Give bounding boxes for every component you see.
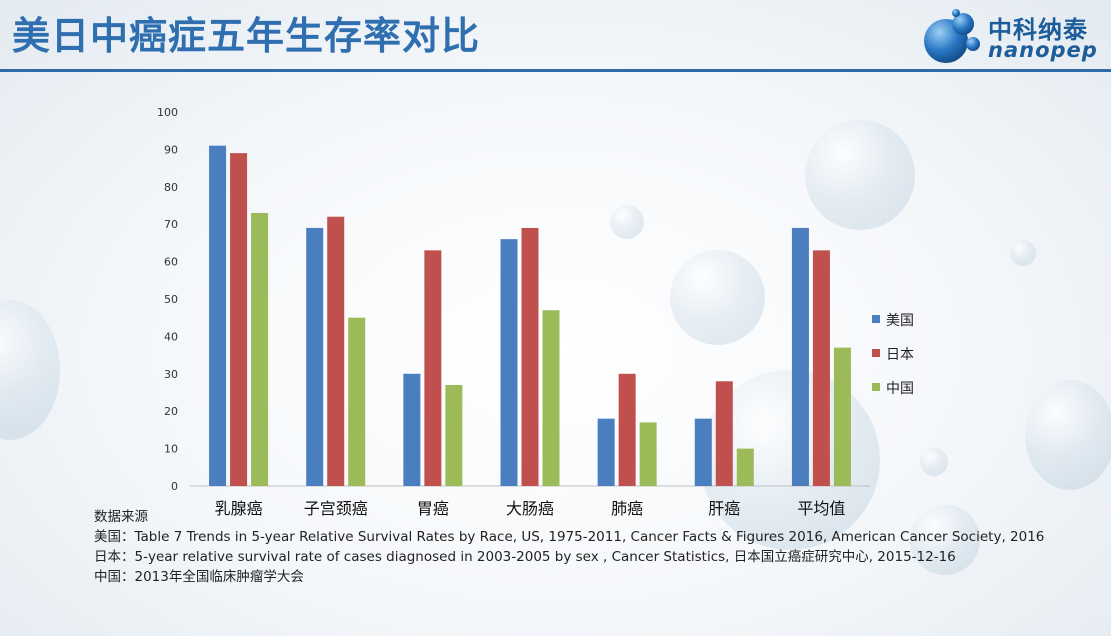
bar [791,227,809,486]
x-tick-label: 肺癌 [611,499,643,518]
background-bubble [1010,240,1036,266]
x-tick-label: 平均值 [797,499,845,518]
legend-label-jp: 日本 [886,347,914,363]
legend-swatch-cn [872,383,880,391]
legend-label-cn: 中国 [886,381,914,397]
bar [694,418,712,486]
bar [736,448,754,486]
legend-item-cn: 中国 [872,378,952,397]
bar [521,227,539,486]
background-bubble [805,120,915,230]
y-tick-label: 80 [164,181,178,194]
bar [833,347,851,486]
y-tick-label: 60 [164,256,178,269]
logo-mark-icon [924,9,980,63]
legend-label-us: 美国 [886,313,914,329]
x-tick-label: 乳腺癌 [215,499,263,518]
background-bubble [920,448,948,476]
background-bubble [910,505,980,575]
legend-item-us: 美国 [872,310,952,329]
background-bubble [1025,380,1111,490]
source-jp: 日本：5-year relative survival rate of case… [94,549,956,565]
y-tick-label: 70 [164,218,178,231]
bar [327,216,345,486]
title-underline [0,69,1111,72]
logo-chinese-text: 中科纳泰 [988,16,1088,44]
bar [445,385,463,486]
source-cn: 中国：2013年全国临床肿瘤学大会 [94,569,304,585]
bar [348,317,366,486]
data-sources: 数据来源 美国：Table 7 Trends in 5-year Relativ… [94,507,1044,587]
bar [230,153,248,486]
bar [500,239,518,486]
bar [424,250,442,486]
bar [209,145,227,486]
y-tick-label: 50 [164,293,178,306]
y-tick-label: 100 [157,106,178,119]
x-tick-label: 胃癌 [417,499,449,518]
x-tick-label: 大肠癌 [506,499,554,518]
bar [542,310,560,486]
bar [403,373,421,486]
y-tick-label: 30 [164,368,178,381]
background-bubble [610,205,644,239]
y-tick-label: 90 [164,143,178,156]
survival-bar-chart: 0 10 20 30 40 50 60 70 80 90 100 乳腺癌 子宫颈癌 胃癌 大肠癌 肺癌 肝癌 平均… [157,106,870,518]
y-tick-label: 40 [164,330,178,343]
bar [715,381,733,486]
bar [306,227,324,486]
bar [251,212,269,486]
bar [618,373,636,486]
legend-swatch-jp [872,349,880,357]
bar [597,418,615,486]
logo-english-text: nanopep [988,38,1098,62]
company-logo: 中科纳泰 nanopep [918,4,1108,64]
background-bubble [0,300,60,440]
y-tick-label: 10 [164,443,178,456]
page-title: 美日中癌症五年生存率对比 [12,14,481,58]
x-tick-label: 肝癌 [708,499,740,518]
sources-heading: 数据来源 [94,509,148,525]
bar [812,250,830,486]
x-tick-label: 子宫颈癌 [304,499,368,518]
y-tick-label: 20 [164,405,178,418]
bar [639,422,657,486]
y-tick-label: 0 [171,480,178,493]
source-us: 美国：Table 7 Trends in 5-year Relative Sur… [94,529,1045,545]
background-bubble [670,250,765,345]
legend-item-jp: 日本 [872,344,952,363]
legend-swatch-us [872,315,880,323]
